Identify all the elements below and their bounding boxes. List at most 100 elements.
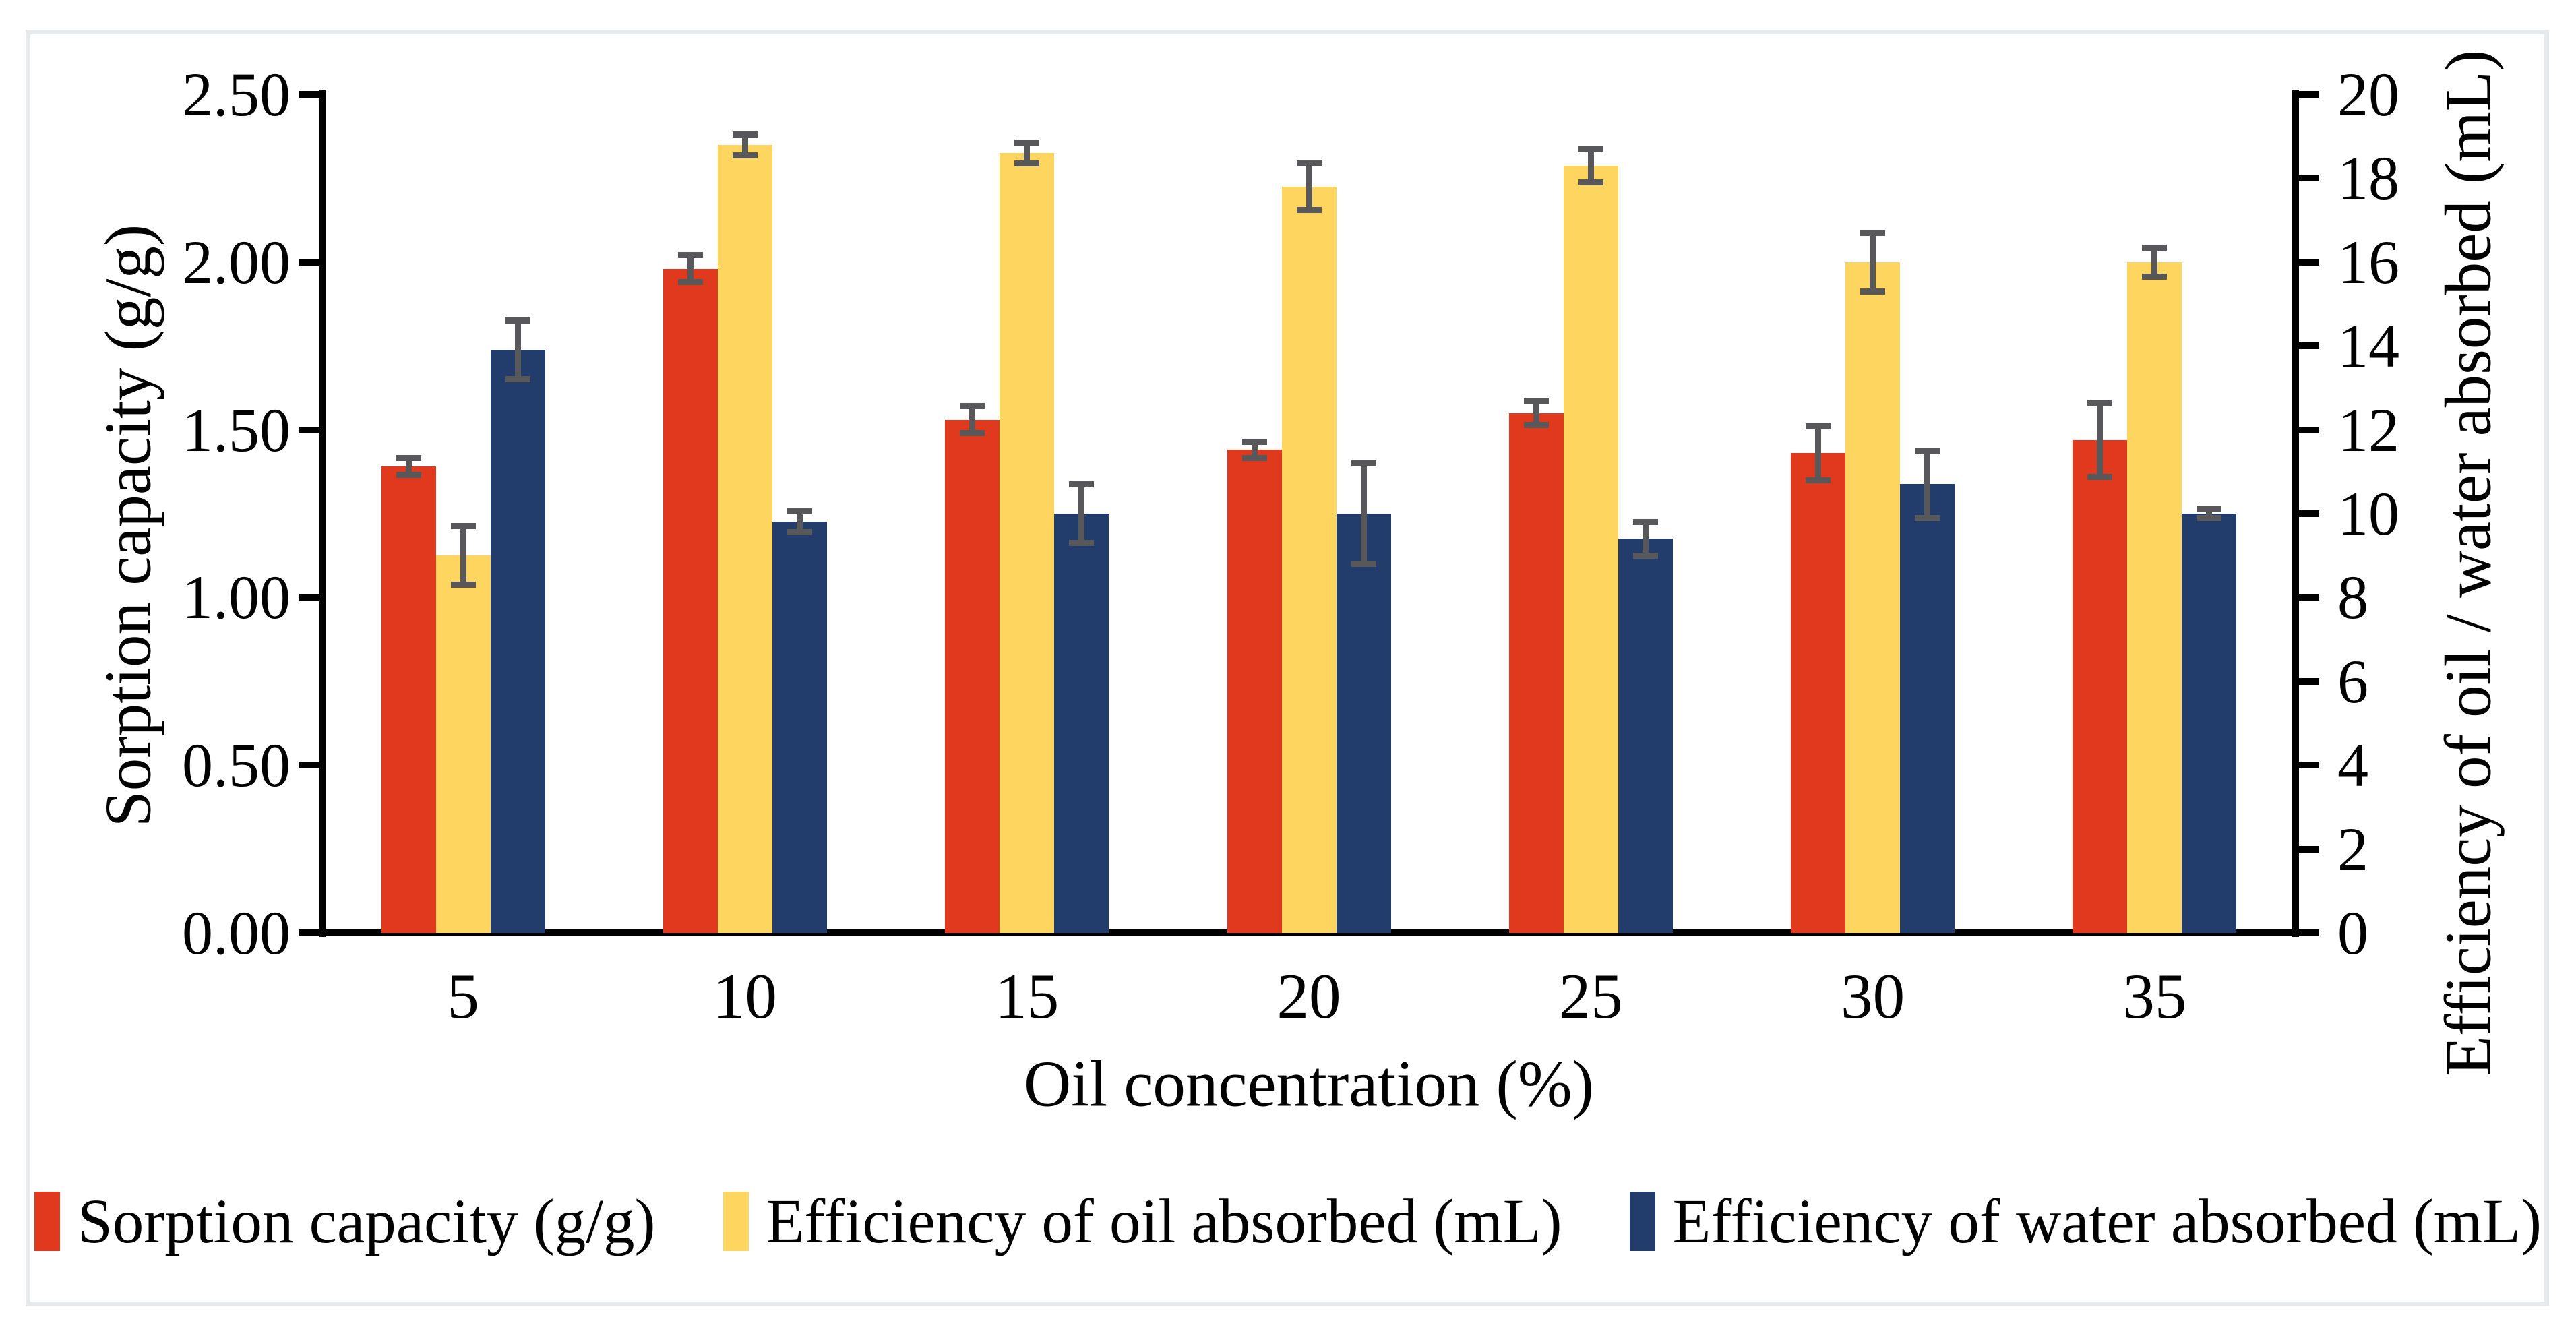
errbar-line-oil-35	[2151, 247, 2158, 277]
errbar-cap-bottom-sorption-35	[2087, 473, 2113, 480]
bar-water-25	[1618, 539, 1673, 933]
errbar-cap-bottom-sorption-10	[677, 279, 703, 286]
errbar-cap-top-oil-15	[1014, 140, 1040, 146]
errbar-cap-bottom-sorption-30	[1806, 477, 1831, 483]
errbar-cap-bottom-water-20	[1351, 561, 1376, 568]
errbar-cap-top-water-10	[787, 508, 812, 515]
right-axis-tick-label-6: 6	[2337, 646, 2368, 716]
bar-oil-15	[1000, 153, 1055, 933]
x-label-30: 30	[1841, 960, 1905, 1032]
right-axis-tick-20	[2299, 91, 2319, 98]
errbar-cap-bottom-oil-30	[1860, 288, 1886, 295]
errbar-cap-bottom-water-35	[2197, 514, 2222, 521]
right-axis-tick-label-10: 10	[2337, 479, 2399, 548]
legend-marker-water-icon	[1629, 1192, 1655, 1251]
right-axis-tick-2	[2299, 845, 2319, 853]
right-axis-tick-18	[2299, 175, 2319, 182]
errbar-cap-bottom-oil-20	[1296, 206, 1322, 213]
errbar-cap-top-oil-30	[1860, 229, 1886, 236]
errbar-cap-top-sorption-15	[960, 403, 985, 410]
right-axis-title: Efficiency of oil / water absorbed (mL)	[2432, 49, 2505, 1076]
errbar-line-oil-30	[1870, 233, 1876, 292]
right-axis-tick-label-20: 20	[2337, 60, 2399, 129]
errbar-line-oil-5	[460, 526, 466, 585]
errbar-cap-bottom-sorption-25	[1523, 421, 1549, 428]
bar-sorption-20	[1227, 450, 1282, 933]
bar-water-5	[490, 350, 545, 933]
x-label-5: 5	[447, 960, 479, 1032]
errbar-line-water-10	[796, 511, 803, 532]
left-axis-tick-0.50	[299, 762, 319, 769]
right-axis-tick-16	[2299, 258, 2319, 266]
errbar-cap-top-water-20	[1351, 460, 1376, 466]
errbar-line-water-20	[1360, 463, 1367, 564]
bar-oil-25	[1563, 165, 1618, 933]
legend-item-sorption: Sorption capacity (g/g)	[34, 1186, 656, 1258]
errbar-cap-bottom-sorption-15	[960, 430, 985, 437]
errbar-line-water-25	[1642, 522, 1649, 556]
errbar-line-oil-25	[1587, 148, 1594, 183]
errbar-line-water-15	[1078, 484, 1085, 543]
legend-label-oil: Efficiency of oil absorbed (mL)	[766, 1186, 1562, 1256]
x-label-25: 25	[1558, 960, 1623, 1032]
left-axis-tick-1.00	[299, 594, 319, 601]
left-axis-tick-label-2.50: 2.50	[182, 60, 290, 129]
bar-sorption-30	[1791, 453, 1846, 933]
errbar-cap-top-oil-5	[450, 523, 476, 530]
left-axis-tick-label-0.00: 0.00	[182, 898, 290, 967]
errbar-cap-top-oil-10	[732, 131, 758, 138]
errbar-cap-top-water-25	[1632, 518, 1658, 525]
errbar-line-sorption-5	[405, 458, 412, 475]
bar-oil-20	[1281, 186, 1337, 933]
right-axis-line	[2292, 90, 2299, 937]
errbar-cap-top-water-30	[1915, 448, 1940, 454]
right-axis-tick-10	[2299, 510, 2319, 517]
bar-oil-30	[1845, 262, 1901, 933]
bar-sorption-35	[2073, 439, 2128, 933]
right-axis-tick-label-12: 12	[2337, 395, 2399, 464]
right-axis-tick-label-8: 8	[2337, 563, 2368, 632]
bar-water-10	[772, 522, 827, 933]
left-axis-line	[319, 90, 326, 937]
errbar-cap-top-sorption-25	[1523, 398, 1549, 404]
errbar-cap-top-sorption-20	[1241, 438, 1267, 445]
bar-water-35	[2182, 514, 2237, 933]
bar-water-15	[1054, 514, 1109, 933]
errbar-cap-top-water-35	[2197, 506, 2222, 513]
right-axis-tick-4	[2299, 762, 2319, 769]
right-axis-tick-8	[2299, 594, 2319, 601]
bar-water-30	[1900, 484, 1955, 933]
errbar-cap-bottom-oil-10	[732, 152, 758, 158]
x-label-10: 10	[712, 960, 777, 1032]
legend-marker-sorption-icon	[34, 1192, 61, 1251]
errbar-line-sorption-20	[1251, 441, 1258, 458]
errbar-line-sorption-30	[1815, 426, 1822, 481]
errbar-cap-top-oil-20	[1296, 160, 1322, 167]
x-label-35: 35	[2122, 960, 2187, 1032]
legend-marker-oil-icon	[723, 1192, 749, 1251]
errbar-cap-bottom-water-10	[787, 529, 812, 536]
right-axis-tick-0	[2299, 929, 2319, 936]
errbar-line-water-30	[1924, 450, 1931, 518]
errbar-cap-bottom-sorption-5	[396, 472, 421, 479]
left-axis-title: Sorption capacity (g/g)	[92, 224, 164, 828]
legend: Sorption capacity (g/g) Efficiency of oil…	[0, 1174, 2576, 1269]
left-axis-tick-1.50	[299, 426, 319, 433]
errbar-cap-top-sorption-5	[396, 455, 421, 462]
errbar-cap-bottom-sorption-20	[1241, 455, 1267, 462]
legend-item-water: Efficiency of water absorbed (mL)	[1629, 1186, 2542, 1258]
left-axis-tick-0.00	[299, 929, 319, 936]
bar-oil-35	[2127, 262, 2182, 933]
legend-label-water: Efficiency of water absorbed (mL)	[1672, 1186, 2542, 1256]
right-axis-tick-12	[2299, 426, 2319, 433]
right-axis-tick-label-0: 0	[2337, 898, 2368, 967]
x-label-20: 20	[1277, 960, 1341, 1032]
left-axis-tick-label-1.00: 1.00	[182, 563, 290, 632]
legend-label-sorption: Sorption capacity (g/g)	[78, 1186, 656, 1256]
left-axis-tick-2.00	[299, 258, 319, 266]
bar-sorption-5	[381, 466, 436, 933]
errbar-cap-bottom-oil-35	[2142, 274, 2168, 280]
errbar-cap-top-oil-25	[1578, 146, 1603, 152]
x-axis-line	[319, 929, 2299, 936]
